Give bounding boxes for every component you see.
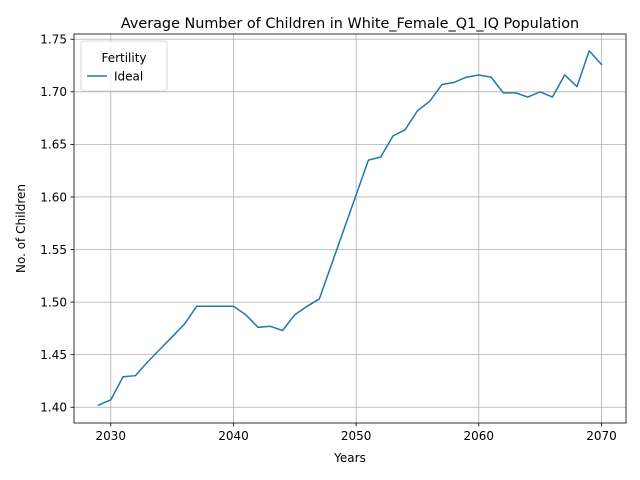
y-tick-label: 1.50 (40, 295, 67, 309)
y-tick-label: 1.75 (40, 33, 67, 47)
y-tick-label: 1.40 (40, 401, 67, 415)
series-layer (97, 50, 603, 407)
x-tick-label: 2050 (341, 429, 372, 443)
y-axis-ticks: 1.40 1.45 1.50 1.55 1.60 1.65 1.70 1.75 (40, 33, 74, 415)
legend: Fertility Ideal (80, 40, 168, 92)
y-tick-label: 1.45 (40, 348, 67, 362)
y-tick-label: 1.70 (40, 85, 67, 99)
y-axis-label: No. of Children (14, 184, 28, 273)
x-tick-label: 2040 (218, 429, 249, 443)
grid (74, 34, 626, 423)
x-axis-label: Years (333, 451, 366, 465)
y-tick-label: 1.55 (40, 243, 67, 257)
x-tick-label: 2030 (96, 429, 127, 443)
x-tick-label: 2060 (464, 429, 495, 443)
y-tick-label: 1.60 (40, 190, 67, 204)
x-tick-label: 2070 (586, 429, 617, 443)
legend-box (80, 40, 168, 92)
y-tick-label: 1.65 (40, 138, 67, 152)
plot-frame (73, 33, 627, 424)
legend-title: Fertility (101, 51, 146, 65)
x-axis-ticks: 2030 2040 2050 2060 2070 (96, 423, 617, 443)
legend-label-ideal: Ideal (114, 70, 143, 84)
series-line-ideal (97, 50, 603, 407)
chart-title: Average Number of Children in White_Fema… (121, 16, 579, 32)
